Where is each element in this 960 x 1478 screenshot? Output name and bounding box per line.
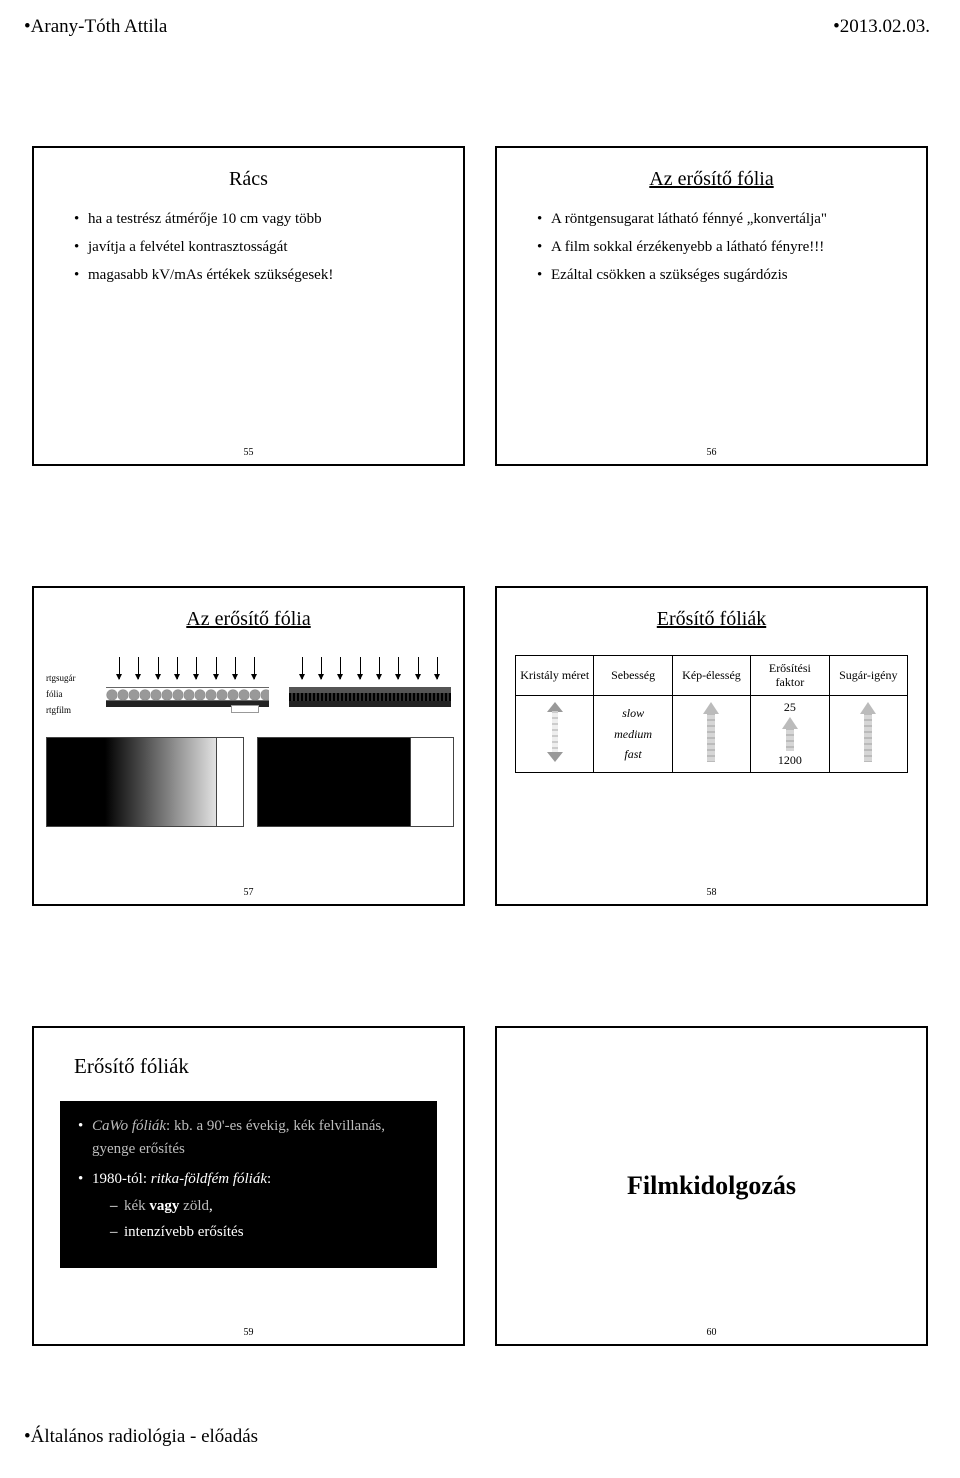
slide-number: 57 bbox=[244, 887, 254, 898]
slide-number: 58 bbox=[707, 887, 717, 898]
white-flag bbox=[231, 705, 259, 713]
slide-58: Erősítő fóliák Kristály méret Sebesség K… bbox=[495, 586, 928, 906]
slide-56: Az erősítő fólia A röntgensugarat láthat… bbox=[495, 146, 928, 466]
slide-number: 60 bbox=[707, 1327, 717, 1338]
speed-slow: slow bbox=[596, 703, 669, 723]
bullet-item: A röntgensugarat látható fénnyé „konvert… bbox=[537, 209, 896, 231]
footer-text: •Általános radiológia - előadás bbox=[24, 1426, 930, 1448]
label-film: rtgfilm bbox=[46, 705, 86, 715]
th-sharp: Kép-élesség bbox=[672, 656, 750, 696]
xray-arrows bbox=[106, 657, 269, 685]
factor-bottom: 1200 bbox=[778, 753, 802, 768]
th-dose: Sugár-igény bbox=[829, 656, 907, 696]
seg: CaWo fóliák bbox=[92, 1118, 166, 1134]
slide-number: 55 bbox=[244, 447, 254, 458]
sub-item: intenzívebb erősítés bbox=[110, 1221, 421, 1244]
bullet-item: A film sokkal érzékenyebb a látható fény… bbox=[537, 237, 896, 259]
bullet-item: CaWo fóliák: kb. a 90'-es évekig, kék fe… bbox=[78, 1115, 421, 1160]
diagram-right bbox=[289, 657, 452, 719]
seg: vagy bbox=[146, 1198, 184, 1214]
cell-sharp bbox=[672, 695, 750, 772]
film-layer bbox=[289, 701, 452, 707]
bullet-item: 1980-tól: ritka-földfém fóliák: kék vagy… bbox=[78, 1168, 421, 1244]
cell-dose bbox=[829, 695, 907, 772]
page-header: •Arany-Tóth Attila •2013.02.03. bbox=[0, 0, 960, 46]
slide-title: Rács bbox=[34, 168, 463, 191]
slide-58-body: Kristály méret Sebesség Kép-élesség Erős… bbox=[497, 649, 926, 773]
up-arrow-icon bbox=[860, 702, 876, 762]
label-ray: rtgsugár bbox=[46, 673, 86, 683]
slide-title: Erősítő fóliák bbox=[497, 608, 926, 631]
slide-number: 56 bbox=[707, 447, 717, 458]
slides-grid: Rács ha a testrész átmérője 10 cm vagy t… bbox=[0, 46, 960, 1386]
author: •Arany-Tóth Attila bbox=[24, 16, 167, 38]
slide-title: Az erősítő fólia bbox=[497, 168, 926, 191]
th-speed: Sebesség bbox=[594, 656, 672, 696]
slide-center: Filmkidolgozás bbox=[497, 1028, 926, 1344]
screen-table: Kristály méret Sebesség Kép-élesség Erős… bbox=[515, 655, 908, 773]
cell-factor: 25 1200 bbox=[751, 695, 829, 772]
slide-number: 59 bbox=[244, 1327, 254, 1338]
th-crystal: Kristály méret bbox=[516, 656, 594, 696]
slide-title: Filmkidolgozás bbox=[627, 1171, 796, 1201]
xray-arrows bbox=[289, 657, 452, 685]
slide-57: Az erősítő fólia rtgsugár fólia rtgfilm bbox=[32, 586, 465, 906]
seg: , bbox=[209, 1198, 213, 1214]
slide-title: Az erősítő fólia bbox=[34, 608, 463, 631]
slide-title: Erősítő fóliák bbox=[34, 1028, 463, 1079]
bullet-item: Ezáltal csökken a szükséges sugárdózis bbox=[537, 265, 896, 287]
bullet-item: ha a testrész átmérője 10 cm vagy több bbox=[74, 209, 433, 231]
bullet-list: ha a testrész átmérője 10 cm vagy több j… bbox=[34, 209, 463, 292]
factor-top: 25 bbox=[784, 700, 796, 715]
diagram-left bbox=[106, 657, 269, 719]
page-footer: •Általános radiológia - előadás bbox=[0, 1386, 960, 1478]
slide-60: Filmkidolgozás 60 bbox=[495, 1026, 928, 1346]
bullet-item: javítja a felvétel kontrasztosságát bbox=[74, 237, 433, 259]
diagram-labels: rtgsugár fólia rtgfilm bbox=[46, 673, 86, 719]
sub-item: kék vagy zöld, bbox=[110, 1195, 421, 1218]
seg: kék bbox=[293, 1118, 315, 1134]
sub-list: kék vagy zöld, intenzívebb erősítés bbox=[92, 1195, 421, 1244]
speed-medium: medium bbox=[596, 724, 669, 744]
slide-55: Rács ha a testrész átmérője 10 cm vagy t… bbox=[32, 146, 465, 466]
up-arrow-icon bbox=[703, 702, 719, 762]
diagram-row: rtgsugár fólia rtgfilm bbox=[46, 657, 451, 719]
double-arrow-icon bbox=[547, 702, 563, 762]
speed-fast: fast bbox=[596, 744, 669, 764]
up-arrow-icon bbox=[782, 717, 798, 751]
slide-59: Erősítő fóliák CaWo fóliák: kb. a 90'-es… bbox=[32, 1026, 465, 1346]
bullet-list: A röntgensugarat látható fénnyé „konvert… bbox=[497, 209, 926, 292]
solid-panel bbox=[257, 737, 452, 827]
seg: zöld bbox=[183, 1198, 209, 1214]
seg: : kb. a 90'-es évekig, bbox=[166, 1118, 293, 1134]
date: •2013.02.03. bbox=[833, 16, 930, 38]
bullet-item: magasabb kV/mAs értékek szükségesek! bbox=[74, 265, 433, 287]
seg: ritka-földfém fóliák bbox=[151, 1171, 267, 1187]
factor-col: 25 1200 bbox=[753, 700, 826, 768]
slide-57-body: rtgsugár fólia rtgfilm bbox=[34, 649, 463, 904]
label-foil: fólia bbox=[46, 689, 86, 699]
seg: kék bbox=[124, 1198, 146, 1214]
gradient-panel bbox=[46, 737, 241, 827]
seg: 1980-tól: bbox=[92, 1171, 151, 1187]
seg: : bbox=[267, 1171, 271, 1187]
dense-layer bbox=[289, 693, 452, 701]
cell-speed: slow medium fast bbox=[594, 695, 672, 772]
gradient-row bbox=[46, 737, 451, 827]
black-panel: CaWo fóliák: kb. a 90'-es évekig, kék fe… bbox=[60, 1101, 437, 1268]
cell-crystal bbox=[516, 695, 594, 772]
th-factor: Erősítési faktor bbox=[751, 656, 829, 696]
